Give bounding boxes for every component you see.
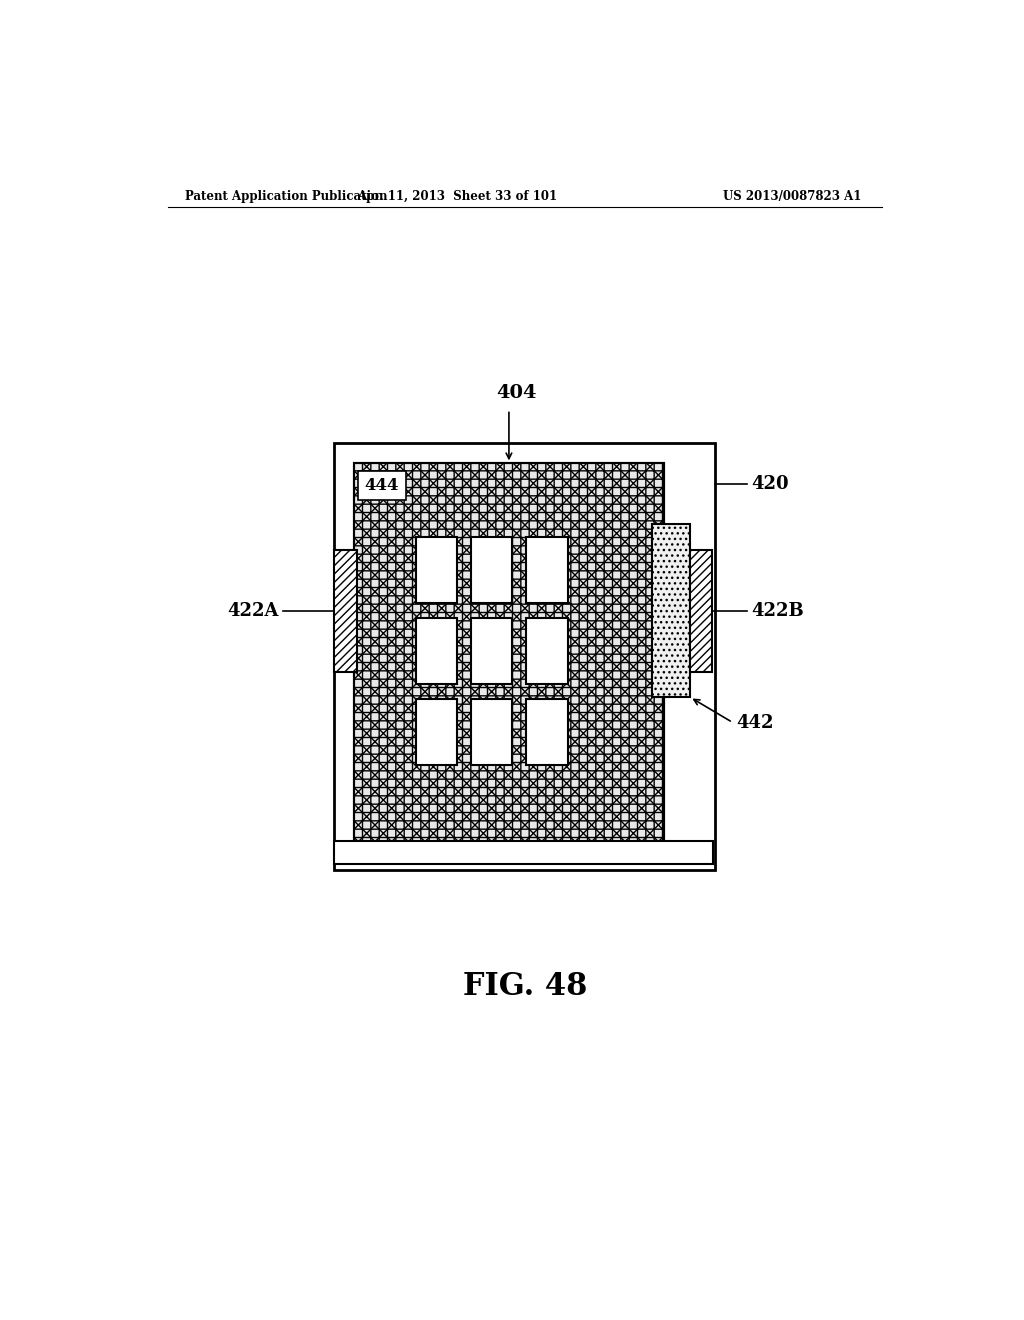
Text: FIG. 48: FIG. 48 bbox=[463, 972, 587, 1002]
Text: 444: 444 bbox=[365, 478, 399, 494]
Bar bbox=[334, 841, 713, 863]
Text: Patent Application Publication: Patent Application Publication bbox=[185, 190, 388, 202]
Text: 422A: 422A bbox=[227, 602, 279, 619]
Bar bbox=[334, 549, 356, 672]
Bar bbox=[416, 618, 458, 684]
Text: US 2013/0087823 A1: US 2013/0087823 A1 bbox=[723, 190, 861, 202]
Bar bbox=[354, 463, 664, 845]
Bar bbox=[471, 618, 512, 684]
Text: Apr. 11, 2013  Sheet 33 of 101: Apr. 11, 2013 Sheet 33 of 101 bbox=[357, 190, 557, 202]
Bar bbox=[416, 536, 458, 602]
Text: 422B: 422B bbox=[751, 602, 804, 619]
Bar bbox=[416, 700, 458, 766]
Bar bbox=[358, 471, 406, 500]
Bar bbox=[526, 536, 567, 602]
Text: 404: 404 bbox=[497, 384, 538, 403]
Bar bbox=[334, 444, 715, 870]
Bar bbox=[471, 536, 512, 602]
Bar bbox=[690, 549, 712, 672]
Text: 442: 442 bbox=[736, 714, 774, 731]
Bar bbox=[354, 463, 664, 845]
Bar bbox=[471, 700, 512, 766]
Bar bbox=[652, 524, 690, 697]
Bar bbox=[526, 700, 567, 766]
Text: 420: 420 bbox=[751, 475, 788, 492]
Bar bbox=[526, 618, 567, 684]
